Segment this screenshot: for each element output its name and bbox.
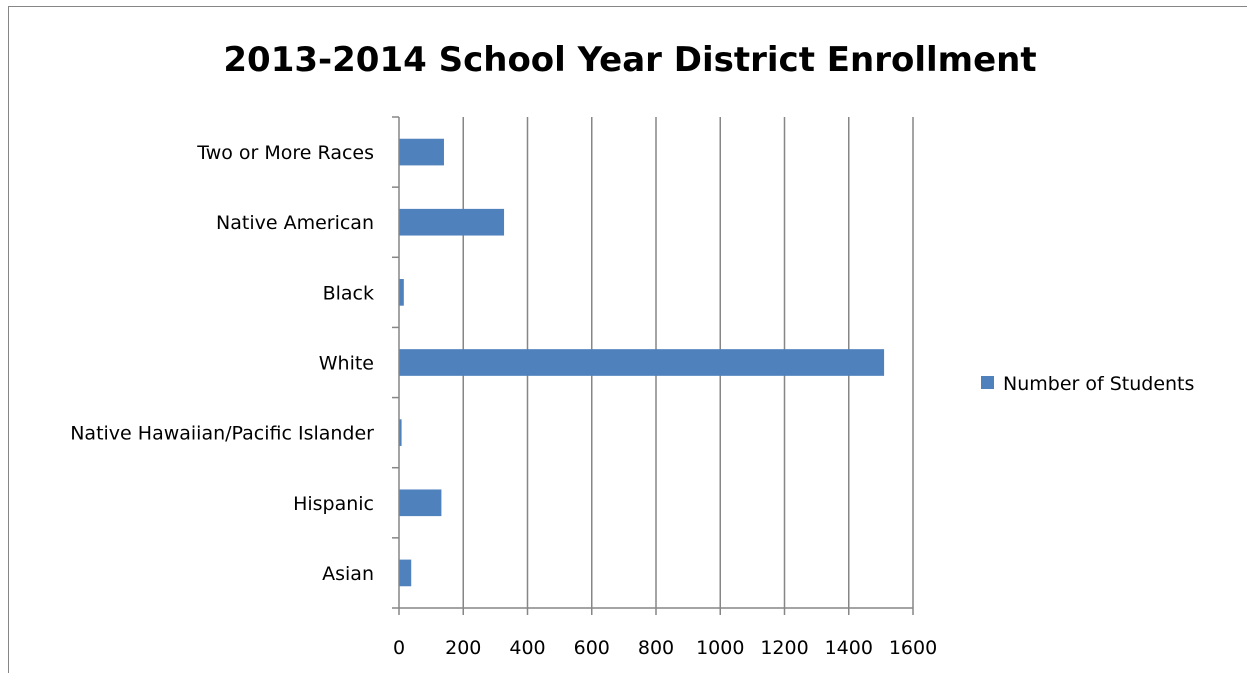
bar-white (399, 349, 885, 376)
legend-label: Number of Students (1003, 373, 1194, 395)
y-tick-label: Hispanic (293, 493, 374, 515)
x-axis-labels: 0 200 400 600 800 1000 1200 1400 1600 (393, 637, 937, 659)
axes (392, 116, 914, 615)
y-tick-label: Black (323, 282, 374, 304)
y-tick-label: Two or More Races (196, 142, 374, 164)
chart-frame (8, 6, 1247, 673)
y-tick-label: Native American (216, 212, 374, 234)
bar-two-or-more-races (399, 138, 444, 166)
x-tick-label: 800 (638, 637, 674, 659)
bar-black (399, 279, 404, 306)
y-tick-label: Native Hawaiian/Pacific Islander (70, 423, 374, 445)
bar-asian (399, 559, 412, 587)
x-tick-label: 0 (393, 637, 405, 659)
legend: Number of Students (981, 373, 1194, 395)
chart-title: 2013-2014 School Year District Enrollmen… (223, 40, 1036, 80)
bar-native-hawaiian-pacific-islander (399, 419, 402, 446)
x-tick-label: 600 (574, 637, 610, 659)
y-tick-label: White (319, 353, 374, 375)
x-tick-label: 1600 (889, 637, 937, 659)
x-tick-label: 1000 (696, 637, 744, 659)
bar-native-american (399, 208, 505, 236)
x-tick-label: 1200 (760, 637, 808, 659)
y-tick-label: Asian (322, 563, 374, 585)
legend-swatch (981, 376, 994, 389)
x-tick-label: 200 (445, 637, 481, 659)
bar-hispanic (399, 489, 442, 517)
bars (399, 138, 885, 587)
x-tick-label: 1400 (825, 637, 873, 659)
x-tick-label: 400 (509, 637, 545, 659)
y-axis-labels: Asian Hispanic Native Hawaiian/Pacific Isl… (70, 142, 374, 585)
